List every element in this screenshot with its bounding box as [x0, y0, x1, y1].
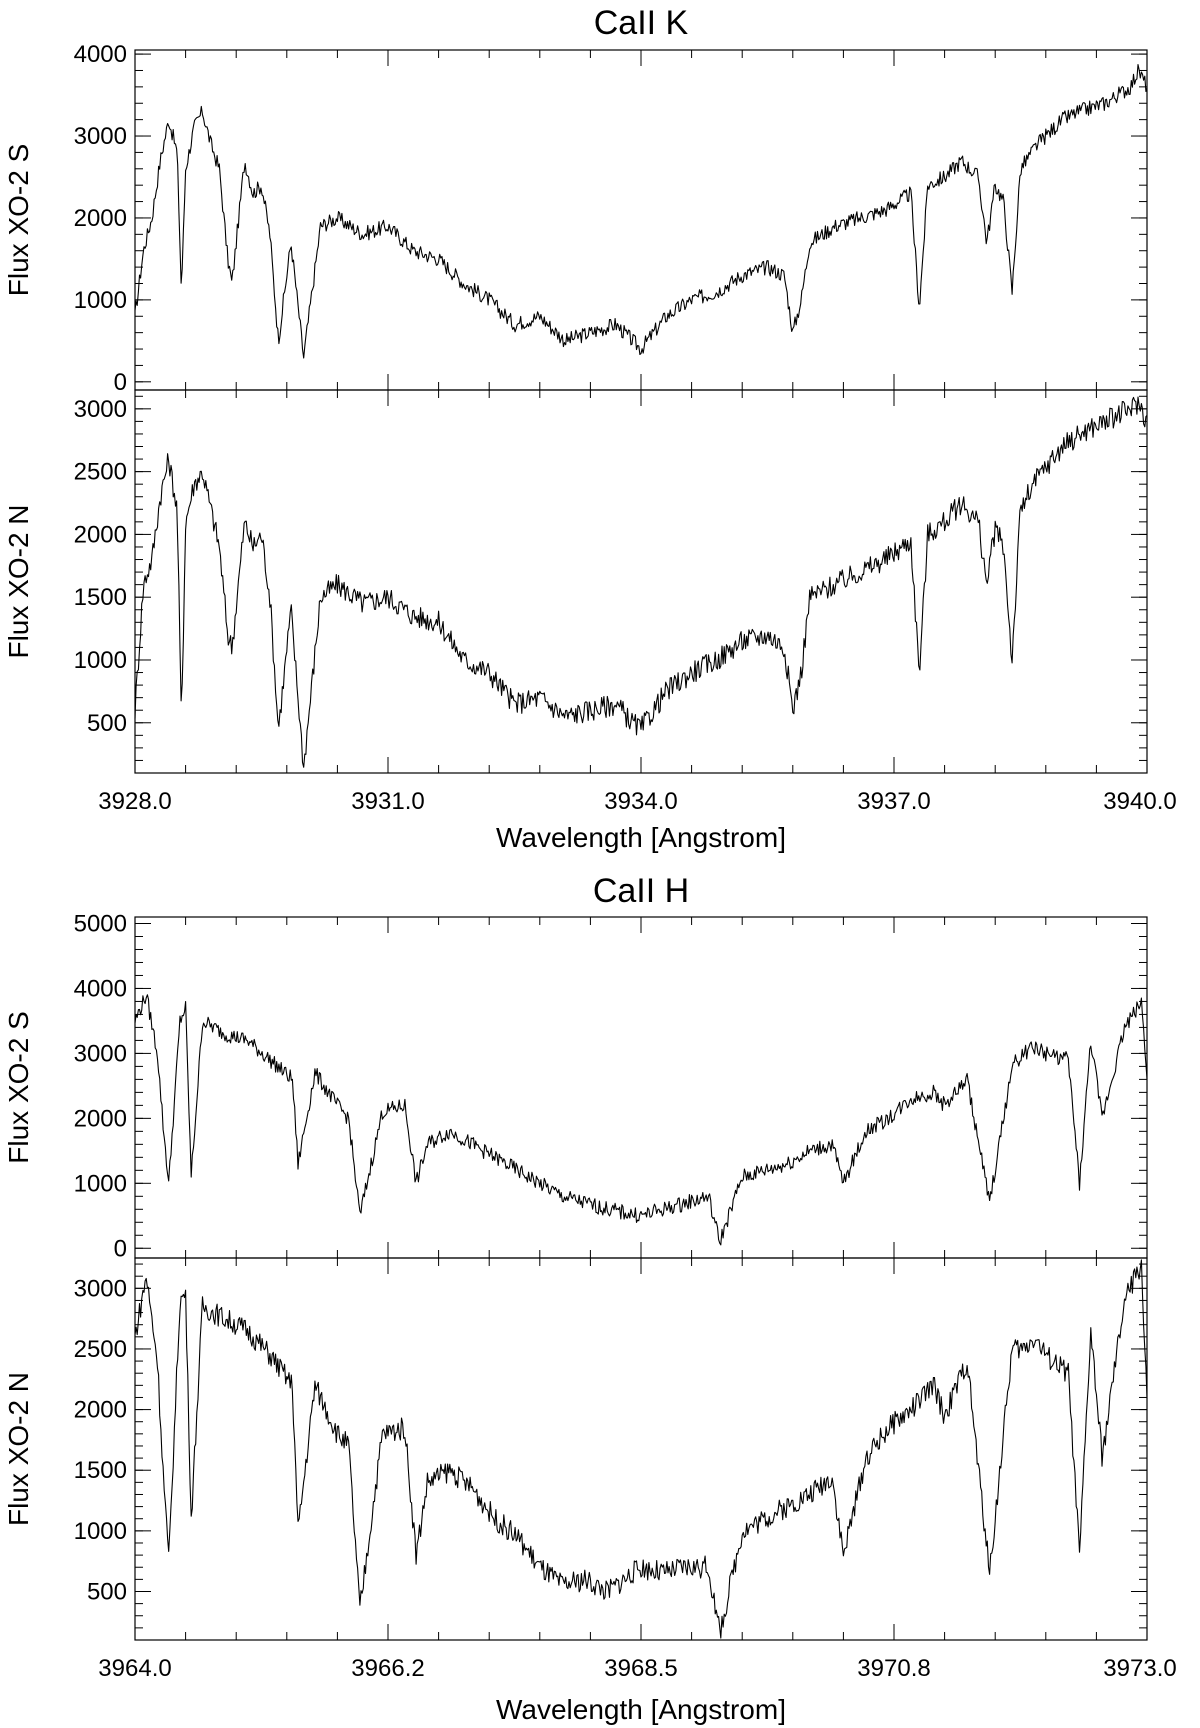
- caii-h-title: CaII H: [593, 872, 689, 910]
- x-tick-label: 3940.0: [1103, 788, 1176, 815]
- plot-frame: [134, 916, 1148, 1259]
- y-axis-label: Flux XO-2 N: [3, 1372, 34, 1526]
- y-tick-label: 1000: [74, 287, 127, 314]
- x-tick-label: 3966.2: [351, 1655, 424, 1682]
- caii-k-title: CaII K: [594, 4, 689, 42]
- x-tick-label: 3931.0: [351, 788, 424, 815]
- caii-k-x-axis: 3928.0 3931.0 3934.0 3937.0 3940.0: [98, 788, 1176, 815]
- plot-frame: [134, 389, 1148, 774]
- y-tick-label: 2000: [74, 1397, 127, 1424]
- y-tick-label: 2500: [74, 1336, 127, 1363]
- caii-k-south-panel: 0 1000 2000 3000 4000 Flux XO-2 S: [3, 41, 1148, 396]
- caii-k-group: CaII K 0 1000 2000 3000 4000 Flux XO-2 S 500 1…: [3, 4, 1177, 853]
- y-tick-label: 3000: [74, 396, 127, 423]
- caii-k-x-label: Wavelength [Angstrom]: [496, 822, 786, 853]
- y-tick-label: 1500: [74, 1457, 127, 1484]
- y-axis-label: Flux XO-2 N: [3, 504, 34, 658]
- y-tick-label: 5000: [74, 910, 127, 937]
- y-tick-label: 1000: [74, 1518, 127, 1545]
- plot-frame: [134, 49, 1148, 391]
- y-tick-label: 3000: [74, 1040, 127, 1067]
- x-tick-label: 3964.0: [98, 1655, 171, 1682]
- y-tick-label: 2000: [74, 1105, 127, 1132]
- y-tick-label: 500: [87, 710, 127, 737]
- y-tick-label: 2000: [74, 521, 127, 548]
- caii-k-north-panel: 500 1000 1500 2000 2500 3000 Flux XO-2 N: [3, 389, 1148, 774]
- y-tick-label: 1000: [74, 647, 127, 674]
- y-tick-label: 4000: [74, 975, 127, 1002]
- y-axis-label: Flux XO-2 S: [3, 144, 34, 296]
- spectrum-line: [134, 1259, 1148, 1639]
- x-tick-label: 3973.0: [1103, 1655, 1176, 1682]
- spectrum-line: [134, 396, 1148, 768]
- caii-h-south-panel: 0 1000 2000 3000 4000 5000 Flux XO-2 S: [3, 910, 1148, 1262]
- x-tick-label: 3937.0: [857, 788, 930, 815]
- x-tick-label: 3928.0: [98, 788, 171, 815]
- y-tick-label: 0: [114, 1235, 127, 1262]
- y-tick-label: 2500: [74, 459, 127, 486]
- y-tick-label: 2000: [74, 205, 127, 232]
- caii-h-x-axis: 3964.0 3966.2 3968.5 3970.8 3973.0: [98, 1655, 1176, 1682]
- x-tick-label: 3968.5: [604, 1655, 677, 1682]
- y-tick-label: 1500: [74, 584, 127, 611]
- caii-h-north-panel: 500 1000 1500 2000 2500 3000 Flux XO-2 N: [3, 1257, 1148, 1641]
- x-tick-label: 3970.8: [857, 1655, 930, 1682]
- y-tick-label: 3000: [74, 123, 127, 150]
- y-tick-label: 4000: [74, 41, 127, 68]
- spectrum-line: [134, 994, 1148, 1246]
- y-tick-label: 3000: [74, 1275, 127, 1302]
- plot-frame: [134, 1257, 1148, 1641]
- caii-h-x-label: Wavelength [Angstrom]: [496, 1694, 786, 1725]
- spectrum-line: [134, 64, 1148, 359]
- x-tick-label: 3934.0: [604, 788, 677, 815]
- y-tick-label: 0: [114, 369, 127, 396]
- y-tick-label: 1000: [74, 1170, 127, 1197]
- y-axis-label: Flux XO-2 S: [3, 1011, 34, 1163]
- y-tick-label: 500: [87, 1578, 127, 1605]
